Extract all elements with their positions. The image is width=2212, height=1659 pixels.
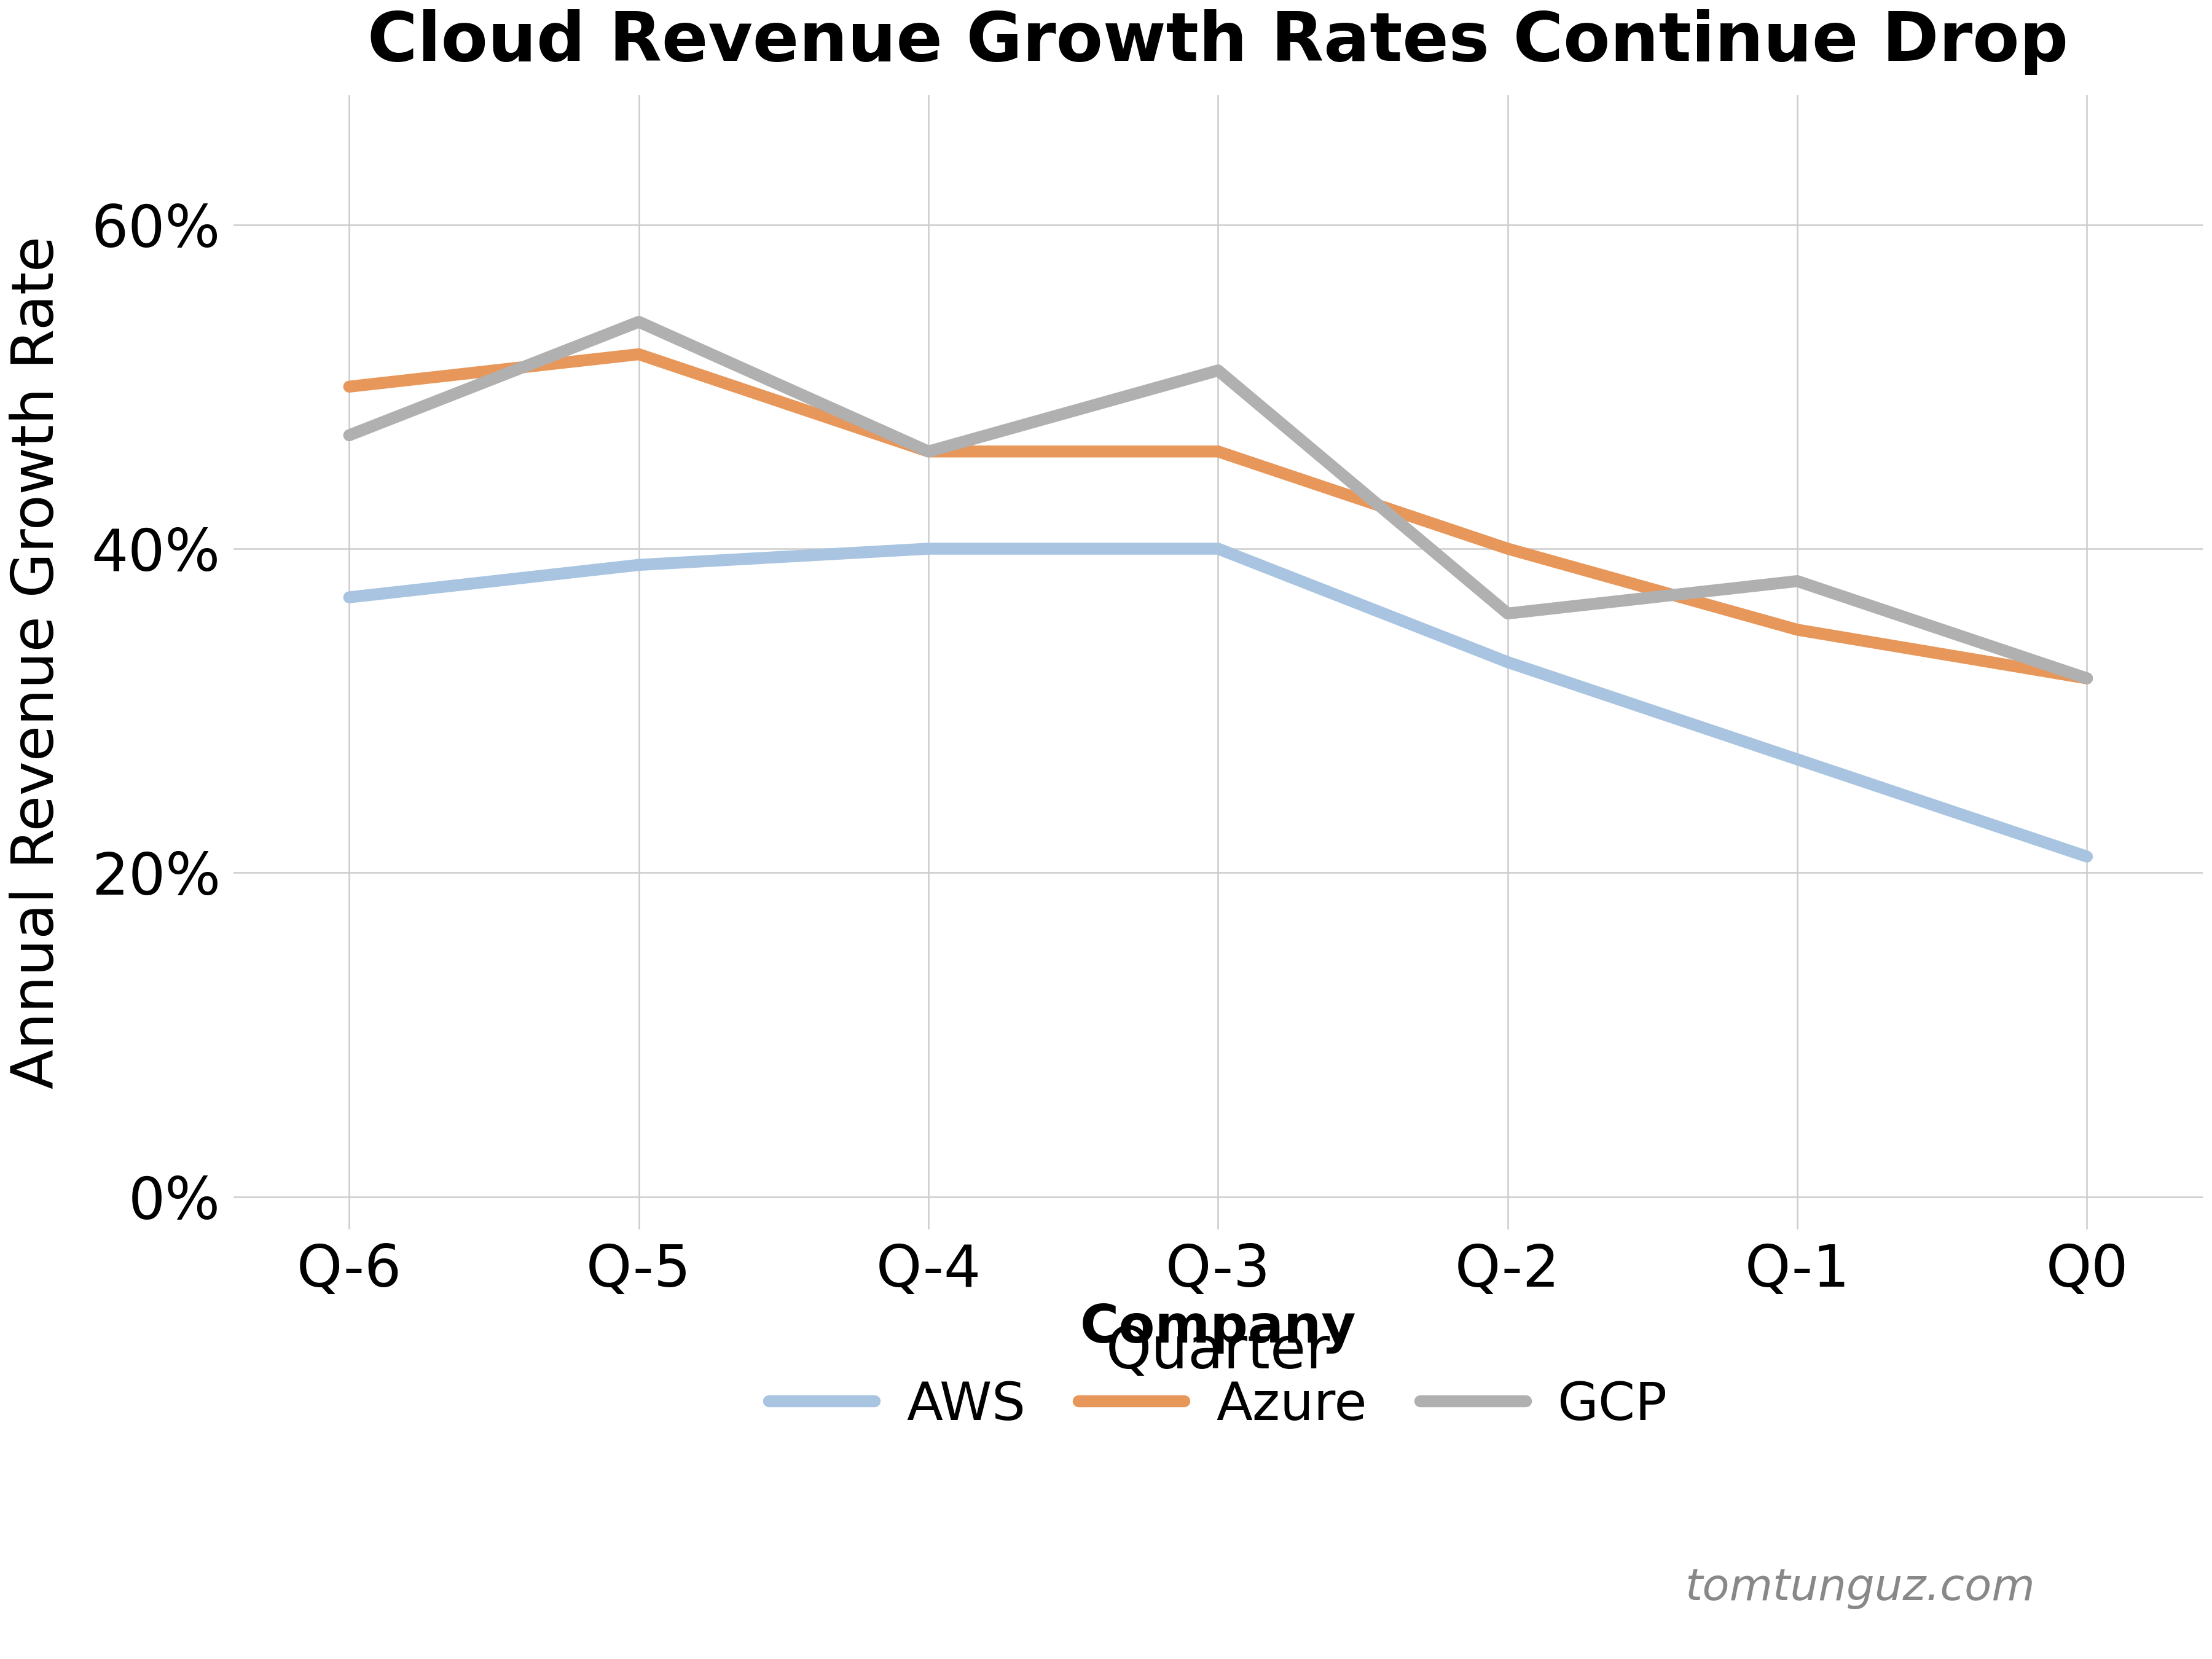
Text: tomtunguz.com: tomtunguz.com (1686, 1566, 2035, 1609)
AWS (916, 539, 942, 559)
Legend: AWS, Azure, GCP: AWS, Azure, GCP (748, 1282, 1688, 1452)
GCP (1206, 360, 1232, 380)
GCP (1495, 604, 1522, 624)
Line: AWS: AWS (349, 549, 2086, 856)
GCP (2073, 669, 2099, 688)
GCP (626, 312, 653, 332)
Azure (336, 377, 363, 397)
AWS (2073, 846, 2099, 866)
AWS (1495, 652, 1522, 672)
Azure (1495, 539, 1522, 559)
GCP (1785, 571, 1812, 591)
AWS (626, 556, 653, 576)
AWS (336, 587, 363, 607)
Azure (2073, 669, 2099, 688)
Azure (1206, 441, 1232, 461)
AWS (1206, 539, 1232, 559)
Line: GCP: GCP (349, 322, 2086, 679)
Title: Cloud Revenue Growth Rates Continue Drop: Cloud Revenue Growth Rates Continue Drop (367, 10, 2068, 75)
Line: Azure: Azure (349, 355, 2086, 679)
GCP (336, 425, 363, 445)
GCP (916, 441, 942, 461)
Azure (1785, 620, 1812, 640)
Y-axis label: Annual Revenue Growth Rate: Annual Revenue Growth Rate (9, 236, 66, 1088)
AWS (1785, 750, 1812, 770)
Azure (626, 345, 653, 365)
X-axis label: Quarter: Quarter (1106, 1324, 1329, 1380)
Azure (916, 441, 942, 461)
